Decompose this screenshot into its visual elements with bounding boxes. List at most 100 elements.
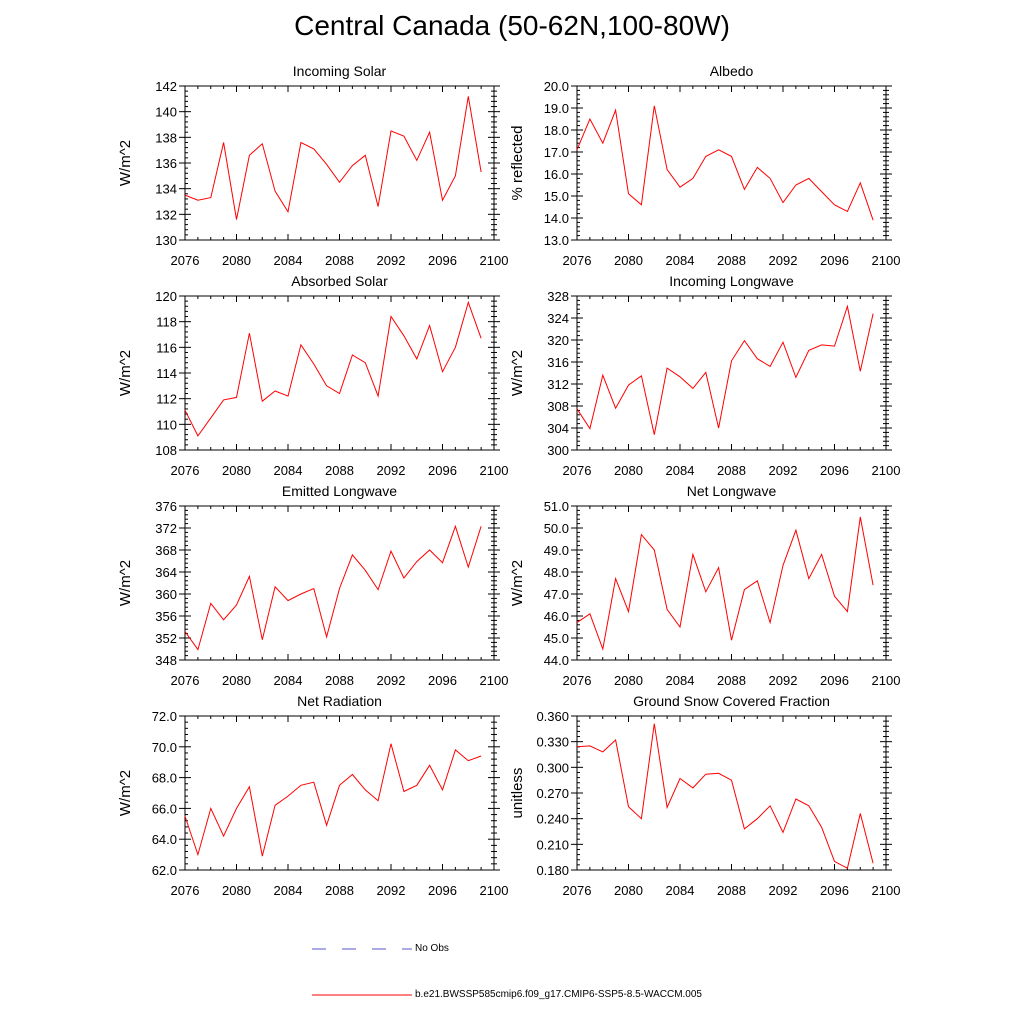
- data-point: [730, 779, 733, 782]
- x-tick-label: 2092: [377, 883, 406, 898]
- data-point: [576, 407, 579, 410]
- data-point: [807, 577, 810, 580]
- y-tick-label: 110: [156, 417, 177, 432]
- x-tick-label: 2076: [171, 883, 200, 898]
- y-tick-label: 64.0: [152, 832, 177, 847]
- x-tick-label: 2096: [820, 883, 849, 898]
- x-tick-label: 2092: [769, 463, 798, 478]
- data-point: [467, 301, 470, 304]
- data-point: [743, 827, 746, 830]
- x-tick-label: 2080: [614, 673, 643, 688]
- data-point: [196, 853, 199, 856]
- data-point: [274, 585, 277, 588]
- data-point: [235, 604, 238, 607]
- x-tick-label: 2080: [614, 883, 643, 898]
- x-tick-label: 2084: [274, 673, 303, 688]
- data-point: [640, 817, 643, 820]
- data-point: [640, 374, 643, 377]
- data-point: [325, 384, 328, 387]
- data-point: [454, 346, 457, 349]
- data-point: [601, 750, 604, 753]
- chart-panel-2: Albedo 2076 2080 2084 2088 2092 2096 2100 13.0 14…: [509, 63, 900, 268]
- data-point: [209, 807, 212, 810]
- data-point: [807, 177, 810, 180]
- x-tick-label: 2084: [274, 883, 303, 898]
- data-point: [428, 131, 431, 134]
- y-tick-label: 48.0: [544, 565, 569, 580]
- x-tick-label: 2100: [480, 463, 509, 478]
- y-tick-label: 360: [155, 587, 177, 602]
- y-tick-label: 320: [547, 333, 569, 348]
- data-point: [390, 315, 393, 318]
- data-point: [222, 398, 225, 401]
- data-point: [364, 361, 367, 364]
- data-point: [691, 387, 694, 390]
- data-point: [351, 354, 354, 357]
- data-point: [390, 550, 393, 553]
- data-point: [248, 332, 251, 335]
- data-point: [807, 349, 810, 352]
- data-point: [640, 533, 643, 536]
- y-tick-label: 62.0: [152, 863, 177, 878]
- x-tick-label: 2096: [820, 253, 849, 268]
- x-tick-label: 2076: [171, 253, 200, 268]
- data-point: [196, 648, 199, 651]
- y-tick-label: 16.0: [544, 167, 569, 182]
- data-point: [627, 192, 630, 195]
- y-tick-label: 114: [156, 366, 177, 381]
- x-tick-label: 2100: [480, 883, 509, 898]
- data-point: [274, 190, 277, 193]
- data-point: [454, 174, 457, 177]
- data-point: [717, 772, 720, 775]
- data-point: [859, 516, 862, 519]
- series-line: [576, 105, 874, 221]
- x-tick-label: 2092: [769, 253, 798, 268]
- data-point: [441, 788, 444, 791]
- data-point: [769, 177, 772, 180]
- data-point: [402, 135, 405, 138]
- data-point: [769, 621, 772, 624]
- series-line: [184, 96, 482, 220]
- x-tick-label: 2088: [325, 253, 354, 268]
- panel-title: Ground Snow Covered Fraction: [633, 693, 830, 709]
- data-point: [351, 164, 354, 167]
- data-point: [782, 831, 785, 834]
- y-tick-label: 132: [155, 207, 177, 222]
- data-point: [588, 427, 591, 430]
- x-tick-label: 2088: [717, 673, 746, 688]
- x-tick-label: 2084: [666, 463, 695, 478]
- data-point: [184, 630, 187, 633]
- x-tick-label: 2100: [480, 673, 509, 688]
- data-point: [691, 786, 694, 789]
- data-point: [222, 141, 225, 144]
- x-tick-label: 2092: [769, 883, 798, 898]
- data-point: [390, 742, 393, 745]
- data-point: [364, 569, 367, 572]
- y-tick-label: 72.0: [152, 709, 177, 724]
- data-point: [691, 553, 694, 556]
- series-line: [576, 304, 874, 435]
- y-tick-label: 0.300: [536, 760, 569, 775]
- data-point: [756, 579, 759, 582]
- data-point: [846, 610, 849, 613]
- x-tick-label: 2076: [563, 673, 592, 688]
- data-point: [454, 748, 457, 751]
- x-tick-label: 2092: [377, 253, 406, 268]
- data-point: [730, 155, 733, 158]
- chart-panel-6: Net Longwave 2076 2080 2084 2088 2092 2096 2100…: [509, 483, 900, 688]
- data-point: [299, 141, 302, 144]
- chart-panel-1: Incoming Solar 2076 2080 2084 2088 2092 2096 21…: [117, 63, 508, 268]
- data-point: [614, 577, 617, 580]
- data-point: [576, 148, 579, 151]
- y-axis-label: W/m^2: [117, 140, 134, 186]
- data-point: [653, 549, 656, 552]
- data-point: [717, 427, 720, 430]
- x-tick-label: 2096: [428, 673, 457, 688]
- y-tick-label: 0.270: [536, 786, 569, 801]
- y-tick-label: 13.0: [544, 233, 569, 248]
- x-tick-label: 2088: [325, 463, 354, 478]
- data-point: [312, 147, 315, 150]
- data-point: [196, 434, 199, 437]
- data-point: [614, 109, 617, 112]
- x-tick-label: 2100: [872, 883, 901, 898]
